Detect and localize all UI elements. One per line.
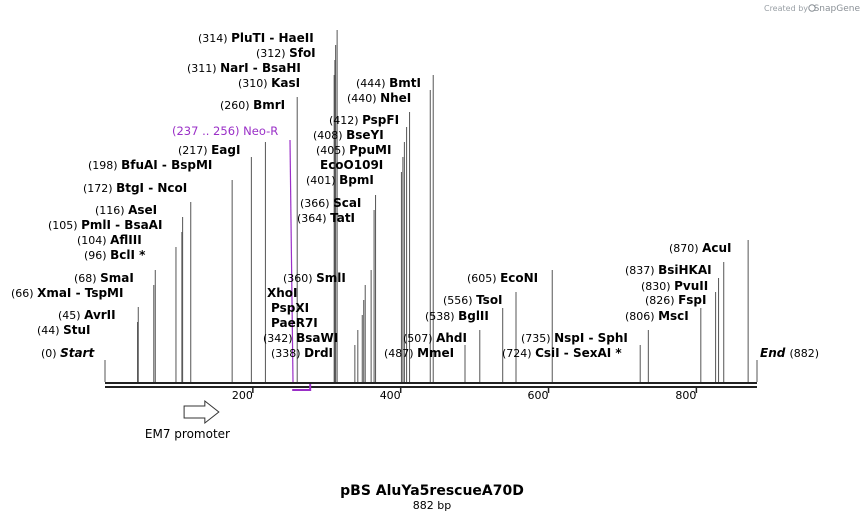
site-label: (440) NheI bbox=[347, 91, 411, 105]
site-label: (314) PluTI - HaeII bbox=[198, 31, 314, 45]
site-label: (724) CsiI - SexAI * bbox=[502, 346, 622, 360]
site-label: PspXI bbox=[271, 301, 309, 315]
neo-r-leader-line bbox=[289, 139, 294, 383]
start-label: (0) Start bbox=[41, 346, 95, 360]
site-label: (172) BtgI - NcoI bbox=[83, 181, 187, 195]
scale-tick-label: 800 bbox=[675, 389, 696, 402]
site-label: (45) AvrII bbox=[58, 308, 116, 322]
site-label: (338) DrdI bbox=[271, 346, 333, 360]
site-label: (217) EagI bbox=[178, 143, 240, 157]
scale-tick-label: 600 bbox=[528, 389, 549, 402]
site-label: (311) NarI - BsaHI bbox=[187, 61, 301, 75]
site-label: (68) SmaI bbox=[74, 271, 134, 285]
site-label: (735) NspI - SphI bbox=[521, 331, 628, 345]
scale-tick-label: 400 bbox=[380, 389, 401, 402]
site-label: EcoO109I bbox=[320, 158, 383, 172]
site-label: (366) ScaI bbox=[300, 196, 361, 210]
site-label: (507) AhdI bbox=[403, 331, 467, 345]
snapgene-logo-icon bbox=[808, 4, 816, 12]
em7-promoter-label: EM7 promoter bbox=[145, 427, 230, 441]
site-labels: (44) StuI(45) AvrII (66) XmaI - TspMI(68)… bbox=[11, 31, 819, 360]
site-label: (360) SmlI bbox=[283, 271, 346, 285]
site-label: (837) BsiHKAI bbox=[625, 263, 712, 277]
neo-r-feature-label: (237 .. 256) Neo-R bbox=[172, 124, 278, 138]
neo-r-feature-bar bbox=[292, 384, 312, 391]
site-label: (444) BmtI bbox=[356, 76, 421, 90]
site-label: (412) PspFI bbox=[329, 113, 399, 127]
site-label: (870) AcuI bbox=[669, 241, 732, 255]
site-label: (408) BseYI bbox=[313, 128, 384, 142]
credit-prefix: Created by bbox=[764, 4, 808, 13]
site-label: (260) BmrI bbox=[220, 98, 285, 112]
map-title: pBS AluYa5rescueA70D bbox=[340, 483, 524, 499]
site-label: (66) XmaI - TspMI bbox=[11, 286, 123, 300]
site-label: (405) PpuMI bbox=[316, 143, 391, 157]
site-label: (487) MmeI bbox=[384, 346, 454, 360]
map-length: 882 bp bbox=[413, 499, 451, 512]
site-label: (96) BclI * bbox=[84, 248, 146, 262]
site-label: (342) BsaWI bbox=[263, 331, 338, 345]
site-label: (364) TatI bbox=[297, 211, 355, 225]
site-label: (312) SfoI bbox=[256, 46, 316, 60]
site-label: (105) PmlI - BsaAI bbox=[48, 218, 162, 232]
snapgene-logo: SnapGene bbox=[814, 4, 861, 14]
site-label: (605) EcoNI bbox=[467, 271, 538, 285]
site-label: (826) FspI bbox=[645, 293, 706, 307]
site-label: PaeR7I bbox=[271, 316, 318, 330]
site-label: (401) BpmI bbox=[306, 173, 374, 187]
scale-tick-label: 200 bbox=[232, 389, 253, 402]
end-label: End (882) bbox=[760, 346, 819, 360]
site-label: (310) KasI bbox=[238, 76, 300, 90]
site-label: (116) AseI bbox=[95, 203, 157, 217]
site-label: (806) MscI bbox=[625, 309, 689, 323]
site-label: (538) BglII bbox=[425, 309, 489, 323]
site-label: (198) BfuAI - BspMI bbox=[88, 158, 212, 172]
site-label: XhoI bbox=[267, 286, 298, 300]
site-label: (556) TsoI bbox=[443, 293, 503, 307]
site-label: (44) StuI bbox=[37, 323, 90, 337]
site-label: (830) PvuII bbox=[641, 279, 708, 293]
site-leader-lines bbox=[104, 30, 758, 383]
sequence-backbone: 200 400 600 800 EM7 promoter bbox=[105, 382, 757, 441]
site-label: (104) AflIII bbox=[77, 233, 142, 247]
em7-promoter-arrow bbox=[183, 399, 220, 425]
